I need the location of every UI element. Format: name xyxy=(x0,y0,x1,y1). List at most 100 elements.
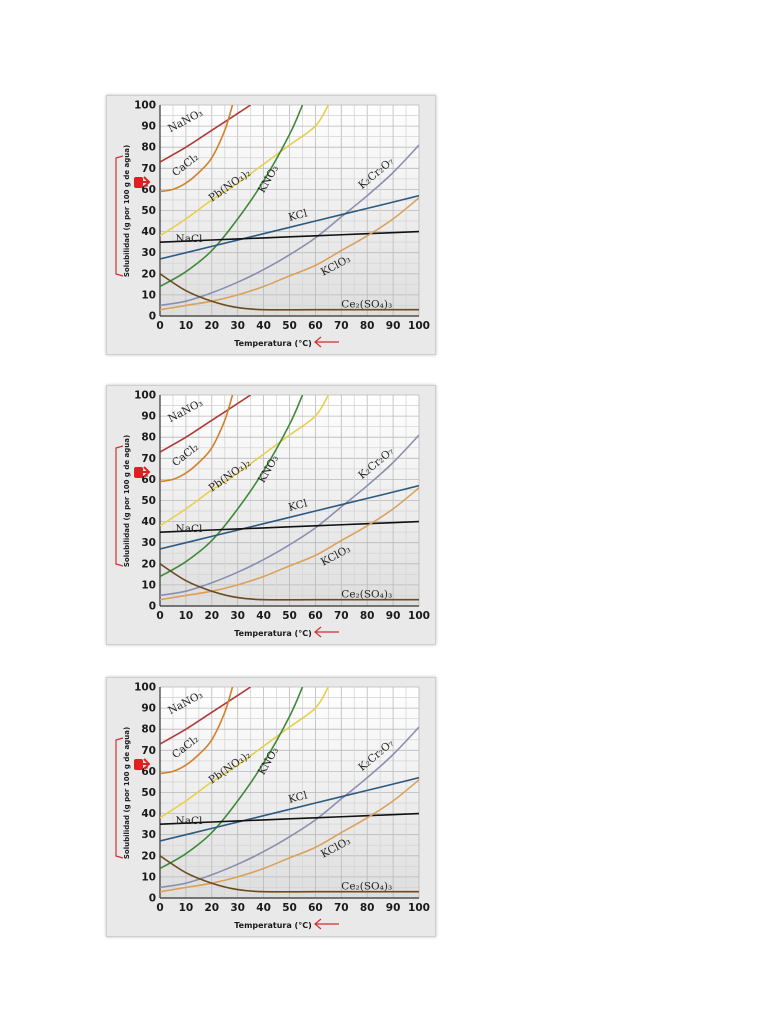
x-tick-label: 20 xyxy=(204,320,219,332)
x-tick-label: 40 xyxy=(256,610,271,622)
y-tick-label: 80 xyxy=(141,724,156,736)
x-tick-label: 0 xyxy=(156,610,163,622)
x-tick-label: 10 xyxy=(179,610,194,622)
red-arrow-mark xyxy=(314,626,339,638)
red-bracket-mark xyxy=(115,737,124,859)
series-label: Ce₂(SO₄)₃ xyxy=(341,299,392,311)
x-tick-label: 90 xyxy=(386,320,401,332)
x-tick-label: 20 xyxy=(204,610,219,622)
series-line-k2cr2o7 xyxy=(160,726,419,889)
x-tick-label: 90 xyxy=(386,902,401,914)
series-label: KCl xyxy=(287,207,309,224)
x-tick-label: 50 xyxy=(282,320,297,332)
y-tick-label: 80 xyxy=(141,432,156,444)
x-tick-label: 100 xyxy=(408,902,430,914)
x-tick-label: 30 xyxy=(230,320,245,332)
series-group xyxy=(160,395,419,601)
y-tick-label: 10 xyxy=(141,579,156,591)
x-tick-label: 10 xyxy=(179,320,194,332)
series-label: Ce₂(SO₄)₃ xyxy=(341,589,392,601)
y-axis-title: Solubilidad (g por 100 g de agua) xyxy=(123,435,131,567)
series-line-k2cr2o7 xyxy=(160,144,419,307)
x-tick-label: 80 xyxy=(360,610,375,622)
y-tick-label: 0 xyxy=(149,893,156,905)
y-tick-label: 60 xyxy=(141,474,156,486)
y-tick-label: 10 xyxy=(141,871,156,883)
red-arrow-mark xyxy=(314,918,339,930)
solubility-chart-bottom: 0 10 20 30 40 50 60 70 80 90 100 0 10 20 30 40 50 60 70 80 9… xyxy=(115,682,430,930)
y-tick-label: 70 xyxy=(141,453,156,465)
series-group xyxy=(160,105,419,311)
x-tick-label: 50 xyxy=(282,902,297,914)
series-label: Ce₂(SO₄)₃ xyxy=(341,881,392,893)
x-tick-label: 100 xyxy=(408,610,430,622)
series-line-nano3 xyxy=(160,687,252,745)
x-tick-label: 0 xyxy=(156,902,163,914)
y-tick-label: 100 xyxy=(134,390,156,402)
red-marker-arrow xyxy=(137,176,151,188)
series-label: KCl xyxy=(287,789,309,806)
y-tick-label: 10 xyxy=(141,289,156,301)
series-line-nano3 xyxy=(160,105,252,163)
y-tick-label: 40 xyxy=(141,516,156,528)
x-tick-label: 80 xyxy=(360,320,375,332)
y-tick-label: 90 xyxy=(141,703,156,715)
x-tick-label: 100 xyxy=(408,320,430,332)
red-arrow-mark xyxy=(314,336,339,348)
y-axis-title: Solubilidad (g por 100 g de agua) xyxy=(123,727,131,859)
y-tick-label: 60 xyxy=(141,766,156,778)
series-line-pbno32 xyxy=(160,687,329,819)
y-tick-label: 80 xyxy=(141,142,156,154)
series-line-kclo3 xyxy=(160,779,419,893)
series-line-kno3 xyxy=(160,105,304,288)
series-line-nano3 xyxy=(160,395,252,453)
series-line-kcl xyxy=(160,484,419,550)
chart-panel-middle: 0 10 20 30 40 50 60 70 80 90 100 0 10 20 30 40 50 60 70 80 9… xyxy=(106,385,436,645)
y-tick-label: 0 xyxy=(149,311,156,323)
series-label: NaCl xyxy=(176,815,203,827)
series-line-pbno32 xyxy=(160,105,329,237)
y-tick-label: 20 xyxy=(141,850,156,862)
y-axis-title: Solubilidad (g por 100 g de agua) xyxy=(123,145,131,277)
x-tick-label: 70 xyxy=(334,320,349,332)
solubility-chart-middle: 0 10 20 30 40 50 60 70 80 90 100 0 10 20 30 40 50 60 70 80 9… xyxy=(115,390,430,638)
y-tick-label: 60 xyxy=(141,184,156,196)
x-tick-label: 10 xyxy=(179,902,194,914)
solubility-chart-top: 0 10 20 30 40 50 60 70 80 90 100 0 10 20 30 40 50 60 70 80 9… xyxy=(115,100,430,348)
y-tick-label: 20 xyxy=(141,558,156,570)
series-label: NaCl xyxy=(176,523,203,535)
x-tick-label: 20 xyxy=(204,902,219,914)
y-tick-label: 0 xyxy=(149,601,156,613)
y-tick-label: 70 xyxy=(141,163,156,175)
y-tick-label: 30 xyxy=(141,247,156,259)
x-axis-title: Temperatura (°C) xyxy=(234,339,311,348)
series-line-kno3 xyxy=(160,687,304,870)
x-tick-label: 30 xyxy=(230,902,245,914)
series-line-kcl xyxy=(160,776,419,842)
series-label: KCl xyxy=(287,497,309,514)
series-line-ce2so43 xyxy=(160,855,419,893)
y-tick-label: 30 xyxy=(141,537,156,549)
x-tick-label: 0 xyxy=(156,320,163,332)
series-line-pbno32 xyxy=(160,395,329,527)
x-tick-label: 90 xyxy=(386,610,401,622)
x-tick-label: 40 xyxy=(256,902,271,914)
x-tick-label: 60 xyxy=(308,610,323,622)
y-tick-label: 40 xyxy=(141,808,156,820)
series-line-cacl2 xyxy=(160,105,234,193)
y-tick-label: 40 xyxy=(141,226,156,238)
y-tick-label: 20 xyxy=(141,268,156,280)
x-tick-label: 70 xyxy=(334,610,349,622)
x-tick-label: 80 xyxy=(360,902,375,914)
y-tick-label: 30 xyxy=(141,829,156,841)
series-line-kclo3 xyxy=(160,487,419,601)
red-marker-arrow xyxy=(137,758,151,770)
series-line-kno3 xyxy=(160,395,304,578)
x-tick-label: 50 xyxy=(282,610,297,622)
gridlines xyxy=(160,104,420,316)
series-label: NaCl xyxy=(176,233,203,245)
series-line-ce2so43 xyxy=(160,273,419,311)
series-line-cacl2 xyxy=(160,395,234,483)
y-tick-label: 100 xyxy=(134,682,156,694)
x-axis-title: Temperatura (°C) xyxy=(234,629,311,638)
